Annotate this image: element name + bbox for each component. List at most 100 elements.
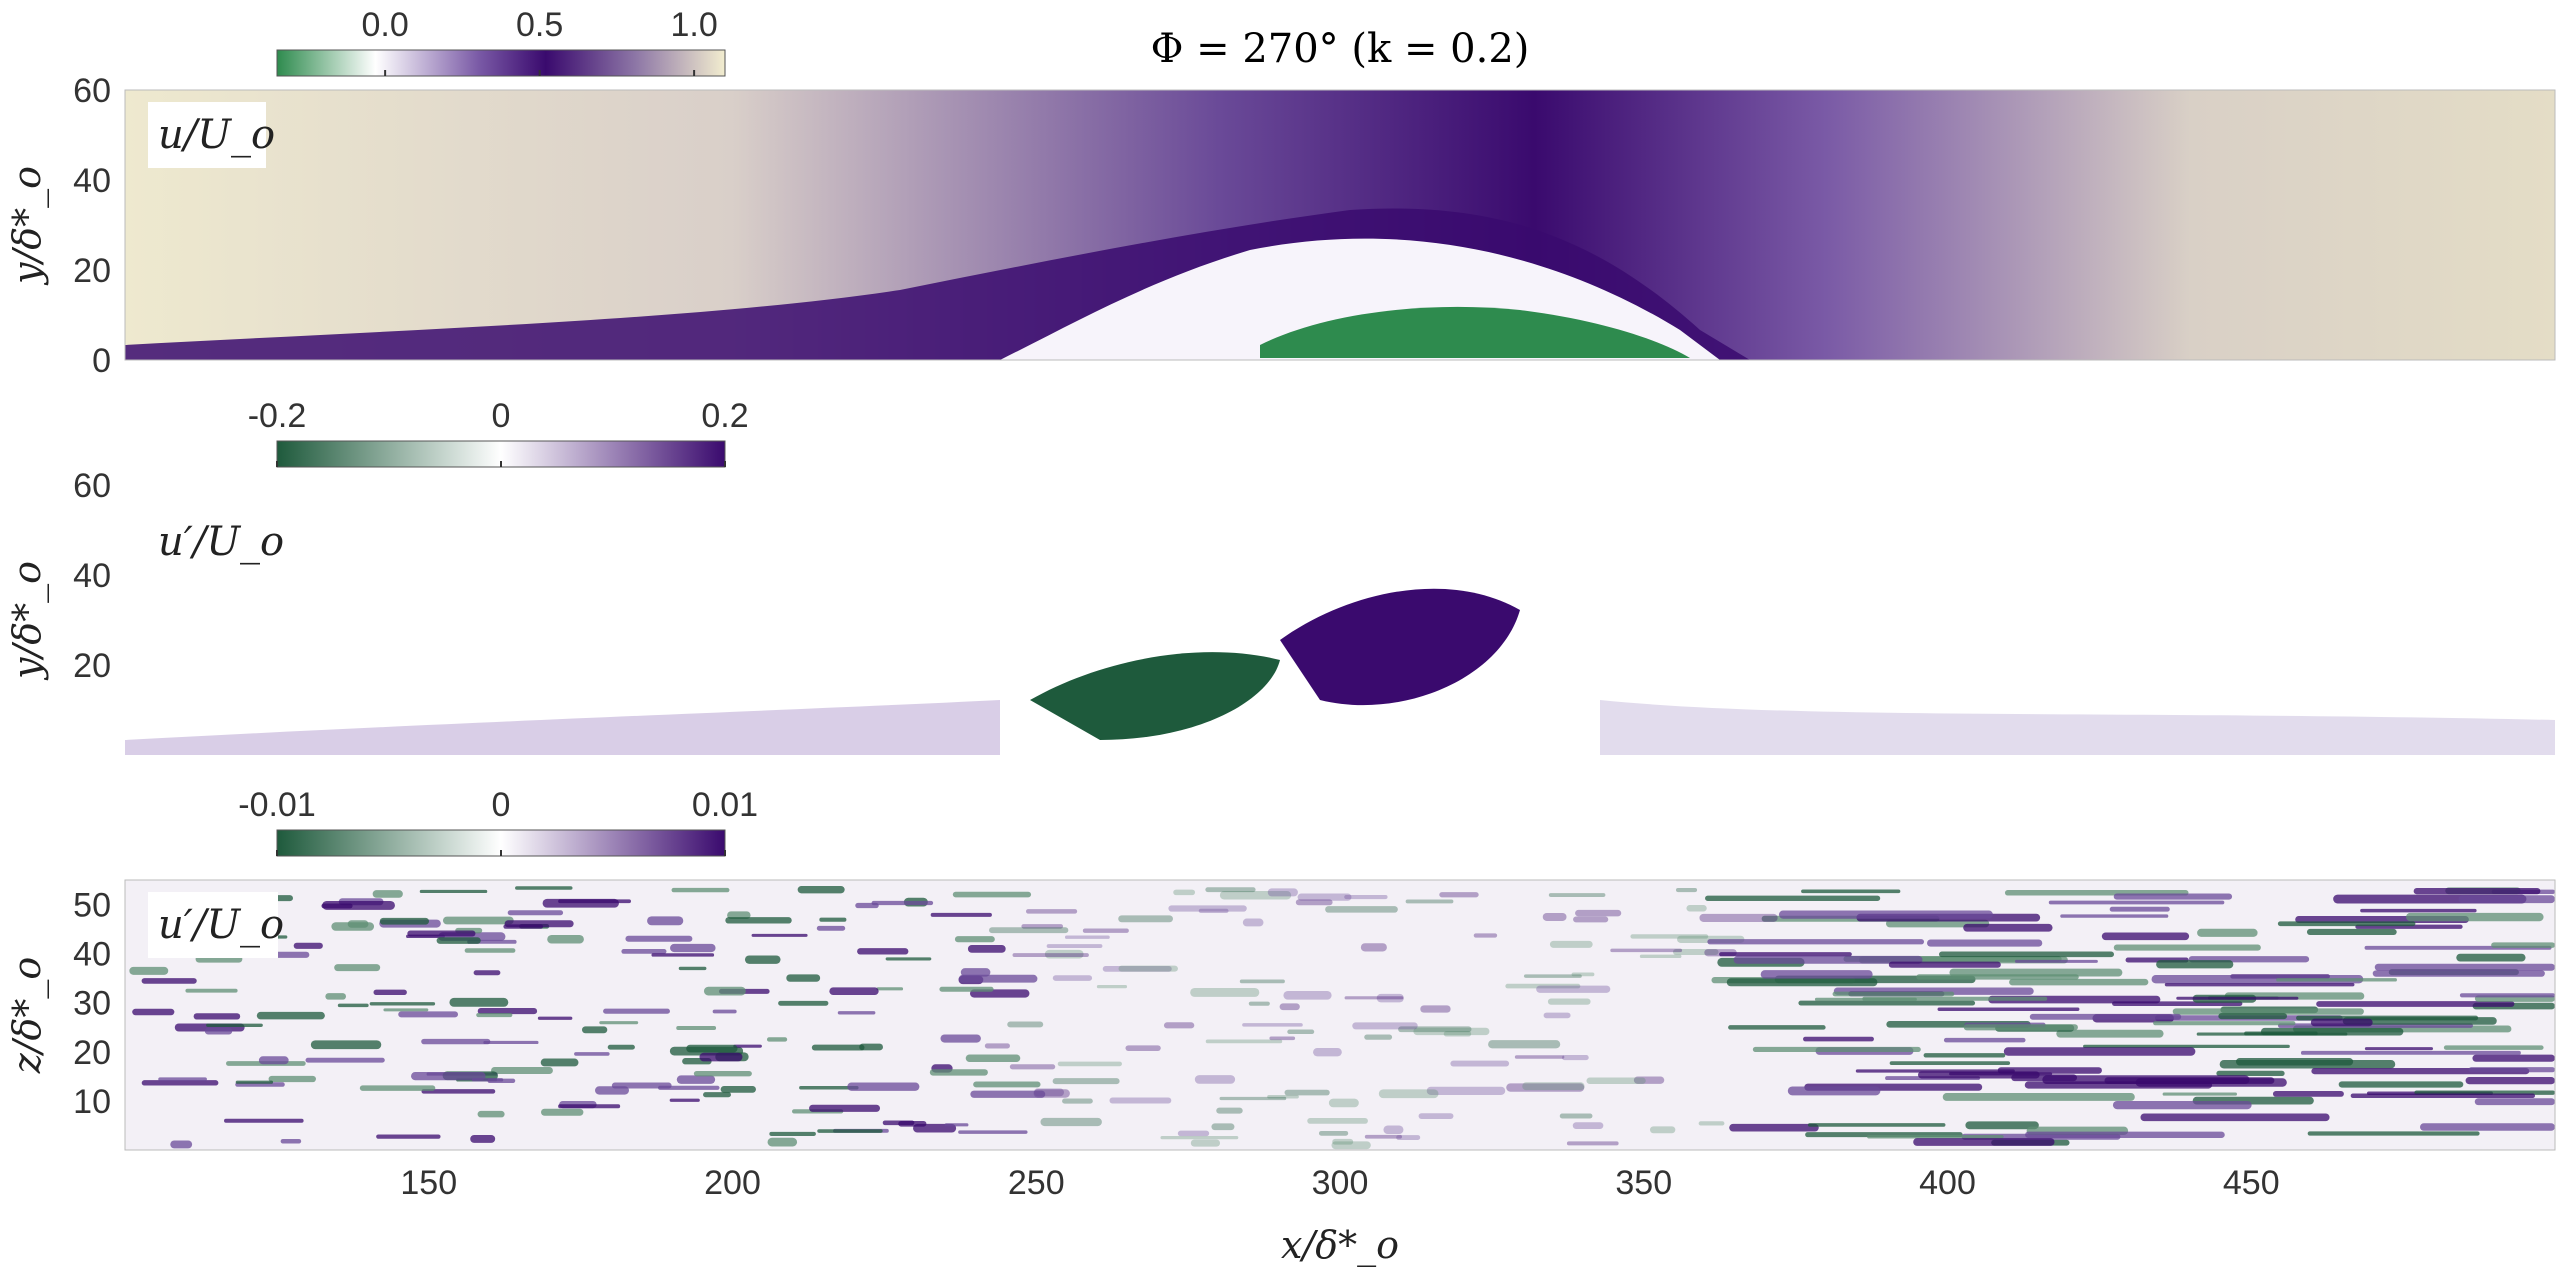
streak [2300,1050,2521,1055]
ytick-label-p3-4: 50 [73,887,111,925]
streak [1211,1123,1235,1131]
streak [2310,1018,2373,1027]
streak [2112,1100,2252,1110]
streak [1279,1003,1300,1011]
streak [1046,944,1103,948]
streak [625,935,693,942]
streak [1398,1026,1472,1033]
streak [1719,952,1852,957]
streak [1514,1055,1565,1059]
streak [2413,887,2541,895]
streak [720,1086,756,1093]
colorbar-2-tick-label-1: 0 [492,397,511,435]
streak [334,964,381,972]
streak [898,1120,927,1127]
streak [797,886,845,894]
xtick-label-1: 200 [704,1164,761,1202]
streak [1566,1141,1619,1146]
streak [1405,899,1454,904]
streak [1044,949,1084,959]
streak [129,966,169,975]
streak [1672,948,1719,955]
streak [359,1085,436,1091]
streak [449,997,509,1007]
xtick-label-3: 300 [1312,1164,1369,1202]
streak [871,900,934,906]
streak [1729,1123,1819,1132]
ytick-label-p3-1: 20 [73,1034,111,1072]
panel-2-positive-fluctuation [1280,588,1520,706]
streak [2406,912,2544,922]
streak [703,1092,731,1098]
streak [224,1118,304,1123]
streak [1798,1000,1976,1006]
streak [1917,1071,2040,1079]
streak [2420,1123,2555,1131]
streak [970,1090,1046,1098]
streak [473,970,501,976]
streak [1295,899,1333,906]
streak [1586,1077,1646,1084]
streak [1549,940,1593,948]
streak [876,987,904,991]
streak [411,1071,486,1081]
streak [1561,1055,1589,1061]
streak [607,1044,635,1050]
streak [989,927,1069,934]
streak [256,1011,325,1020]
streak [1364,1034,1393,1040]
ytick-label-p2-0: 20 [73,647,111,685]
streak [1807,1123,1946,1127]
streak [1057,1061,1122,1067]
streak [1190,987,1260,997]
streak [595,1086,629,1095]
streak [268,1075,316,1083]
streak [940,1034,981,1043]
streak [670,943,716,953]
streak [2156,960,2234,969]
streak [258,1056,289,1065]
streak [2465,1077,2555,1085]
streak [2164,982,2355,987]
ytick-label-p1-2: 40 [73,162,111,200]
streak [678,966,707,971]
streak [1242,1023,1303,1027]
panel-3-xticks: 150 200 250 300 350 400 450 [400,1164,2279,1202]
streak [1325,906,1398,913]
streak [369,1002,436,1006]
streak [383,1008,429,1012]
streak [958,974,1038,983]
xtick-label-2: 250 [1008,1164,1065,1202]
colorbar-1-tick-label-0: 0.0 [362,6,409,44]
streak [725,917,792,924]
ytick-label-p1-3: 60 [73,72,111,110]
streak [1125,1045,1161,1052]
streak [305,1057,385,1063]
streak [1360,943,1387,952]
streak [1420,1005,1451,1013]
colorbar-2-tick-label-2: 0.2 [701,397,748,435]
streak [2364,1047,2433,1051]
colorbar-1 [276,49,726,77]
streak [859,1043,883,1051]
streak [1523,974,1582,978]
streak [744,955,781,964]
streak [1267,1095,1299,1099]
streak [2468,1067,2555,1073]
streak [1707,939,1925,945]
streak [809,1104,881,1112]
streak [470,1134,496,1143]
streak [2153,1021,2296,1026]
colorbar-1-tick-label-2: 1.0 [670,6,717,44]
streak [829,987,879,996]
streak [837,1011,876,1015]
streak [703,986,746,996]
streak [686,1044,738,1053]
streak [2372,970,2545,977]
streak [2109,906,2170,912]
streak [1639,954,1682,959]
streak [2218,1013,2288,1020]
panel-1-label-box [148,102,266,168]
streak [1064,935,1110,939]
streak [1352,1022,1418,1030]
